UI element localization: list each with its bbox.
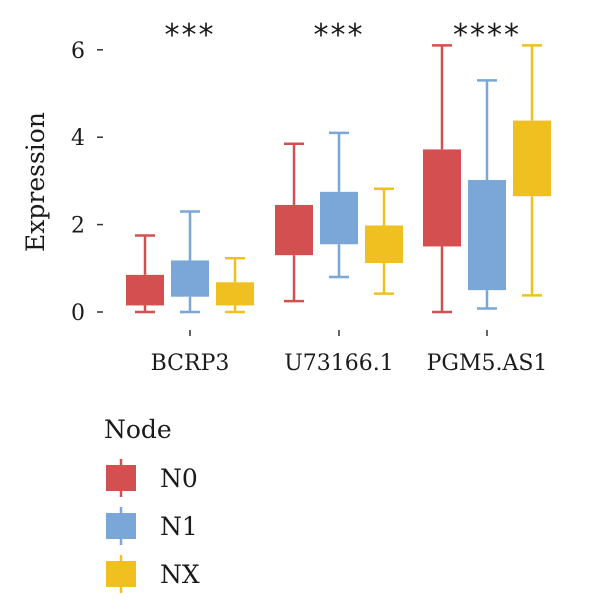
legend-item-N0: N0: [106, 459, 198, 497]
legend-title: Node: [104, 415, 172, 444]
axes: Expression 0 2 4 6 BCRP3 *** U73166.1 *** PGM5.A…: [21, 18, 547, 376]
legend-key-box: [106, 513, 136, 539]
box-N1-U73166.1: [320, 131, 358, 279]
y-tick-label: 4: [71, 126, 85, 151]
y-axis-title: Expression: [21, 112, 50, 252]
box-N0-U73166.1: [275, 142, 313, 303]
box-body: [365, 225, 403, 264]
box-body: [468, 180, 506, 291]
box-body: [320, 191, 358, 245]
box-NX-U73166.1: [365, 187, 403, 295]
legend-key-box: [106, 561, 136, 587]
box-N0-BCRP3: [126, 234, 164, 314]
legend-label: N0: [160, 464, 198, 493]
x-tick-label: U73166.1: [284, 351, 394, 376]
plot-area: [126, 44, 551, 314]
x-tick-label: BCRP3: [151, 351, 230, 376]
legend-item-N1: N1: [106, 507, 198, 545]
y-tick-label: 0: [71, 301, 85, 326]
x-tick-label: PGM5.AS1: [427, 351, 548, 376]
significance-label: ***: [165, 18, 216, 53]
box-NX-BCRP3: [216, 256, 254, 314]
box-body: [216, 282, 254, 306]
legend: Node N0 N1 NX: [104, 415, 200, 593]
box-body: [423, 149, 461, 247]
box-body: [171, 260, 209, 297]
y-tick-label: 6: [71, 39, 85, 64]
legend-item-NX: NX: [106, 555, 200, 593]
box-N0-PGM5.AS1: [423, 44, 461, 314]
significance-label: ****: [453, 18, 521, 53]
legend-label: NX: [160, 560, 200, 589]
box-body: [126, 274, 164, 306]
y-tick-label: 2: [71, 214, 85, 239]
significance-label: ***: [314, 18, 365, 53]
legend-key-box: [106, 465, 136, 491]
box-N1-BCRP3: [171, 210, 209, 314]
box-body: [275, 204, 313, 256]
box-NX-PGM5.AS1: [513, 44, 551, 297]
legend-label: N1: [160, 512, 198, 541]
box-N1-PGM5.AS1: [468, 79, 506, 310]
